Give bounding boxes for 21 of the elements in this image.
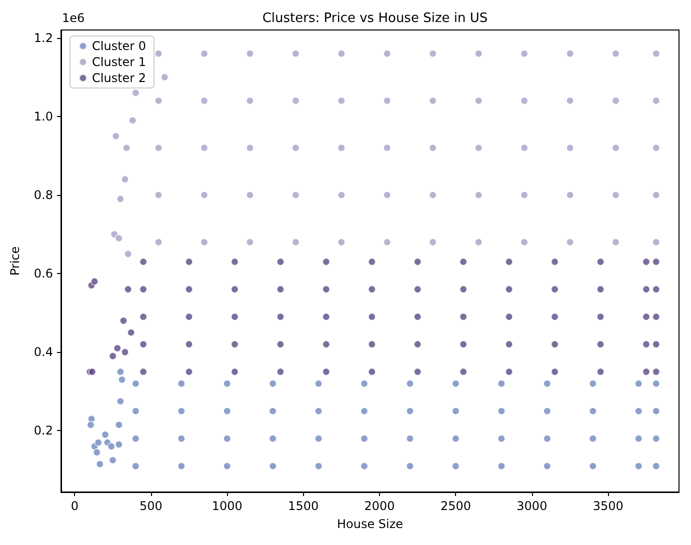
y-tick-label: 0.2 [34, 424, 53, 438]
y-tick-label: 1.2 [34, 30, 53, 45]
x-axis-title: House Size [336, 517, 404, 531]
x-tick-label: 1500 [288, 499, 319, 513]
y-tick-label: 1.0 [34, 109, 53, 124]
x-tick-label: 3000 [516, 499, 548, 513]
x-tick-label: 0 [70, 499, 79, 513]
legend-label: Cluster 1 [92, 55, 146, 69]
x-tick-label: 2000 [364, 499, 395, 513]
x-tick-label: 500 [139, 499, 162, 513]
x-tick-label: 1000 [212, 499, 242, 513]
y-tick-label: 0.8 [34, 188, 53, 202]
chart-title: Clusters: Price vs House Size in US [262, 11, 488, 26]
legend-label: Cluster 2 [92, 71, 146, 85]
y-tick-label: 0.4 [34, 345, 53, 360]
legend-label: Cluster 0 [92, 39, 146, 53]
x-tick-label: 3500 [592, 499, 624, 513]
text: 1e6 [62, 11, 85, 25]
x-tick-label: 2500 [440, 499, 471, 513]
y-tick-label: 0.6 [34, 266, 53, 281]
y-axis-title: Price [8, 246, 22, 276]
